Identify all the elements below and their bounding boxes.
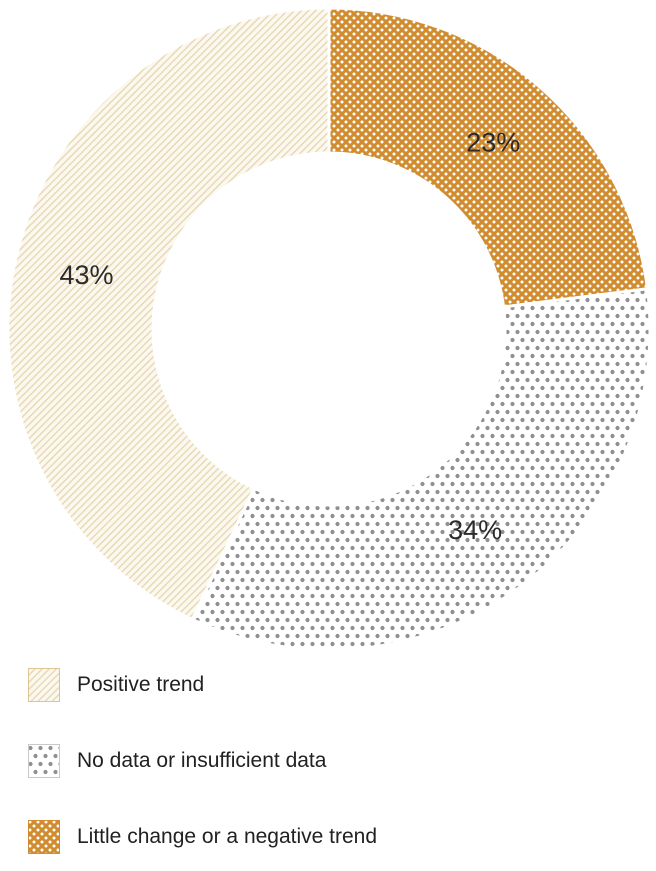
legend-item-positive-trend: Positive trend xyxy=(28,667,205,702)
donut-chart-svg: 23% 34% 43% xyxy=(6,6,652,652)
legend-item-no-data: No data or insufficient data xyxy=(28,743,327,778)
slice-label-cream-hatch: 43% xyxy=(59,260,113,290)
legend-swatch-gray-dots-icon xyxy=(28,743,60,778)
legend-label-positive-trend: Positive trend xyxy=(77,673,205,696)
legend-label-negative-trend: Little change or a negative trend xyxy=(77,825,378,848)
donut-slices xyxy=(6,6,652,652)
slice-label-gray-dots: 34% xyxy=(448,515,502,545)
legend-item-negative-trend: Little change or a negative trend xyxy=(28,819,378,854)
legend-swatch-cream-hatch-icon xyxy=(28,667,60,702)
slice-label-orange-dots: 23% xyxy=(466,128,520,158)
legend-swatch-orange-dots-icon xyxy=(28,819,60,854)
slice-cream-hatch xyxy=(6,6,331,622)
slice-gray-dots xyxy=(190,287,652,652)
legend-label-no-data: No data or insufficient data xyxy=(77,749,327,772)
slice-orange-dots xyxy=(327,6,650,309)
donut-slice-labels: 23% 34% 43% xyxy=(59,128,520,545)
